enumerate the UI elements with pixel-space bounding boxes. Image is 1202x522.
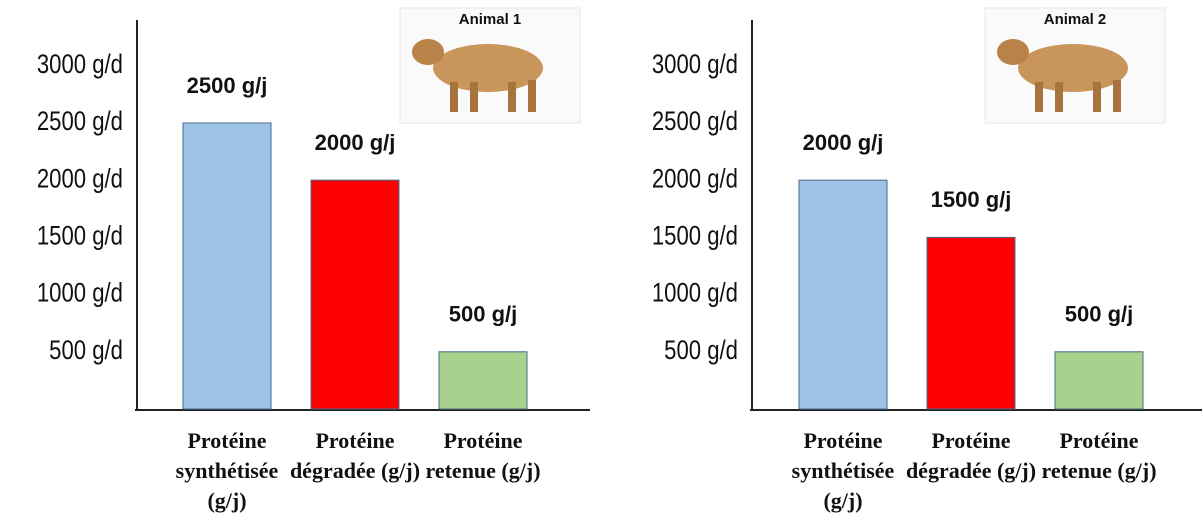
- y-tick-label: 1000 g/d: [652, 279, 738, 309]
- bar: [1054, 351, 1144, 410]
- x-tick-label: Protéine retenue (g/j): [1041, 428, 1157, 483]
- y-tick-label: 3000 g/d: [652, 50, 738, 80]
- value-label: 500 g/j: [1065, 302, 1133, 327]
- y-tick-label: 1500 g/d: [652, 222, 738, 252]
- value-label: 2000 g/j: [803, 130, 884, 155]
- x-tick-label: Protéine synthétisée (g/j): [175, 428, 279, 513]
- y-tick-label: 2000 g/d: [37, 164, 123, 194]
- chart-title: Animal 1: [459, 11, 522, 28]
- value-label: 2000 g/j: [315, 130, 396, 155]
- x-tick-label: Protéine synthétisée (g/j): [791, 428, 895, 513]
- value-label: 2500 g/j: [187, 73, 268, 98]
- x-tick-label: Protéine dégradée (g/j): [289, 428, 421, 483]
- y-tick-label: 2500 g/d: [652, 107, 738, 137]
- y-tick-label: 2000 g/d: [652, 164, 738, 194]
- y-tick-label: 3000 g/d: [37, 50, 123, 80]
- bar: [798, 179, 888, 410]
- bar: [182, 122, 272, 410]
- x-tick-label: Protéine retenue (g/j): [425, 428, 541, 483]
- value-label: 1500 g/j: [931, 187, 1012, 212]
- y-tick-label: 1500 g/d: [37, 222, 123, 252]
- y-tick-label: 500 g/d: [49, 336, 123, 366]
- animal-image: [399, 7, 581, 124]
- y-tick-label: 1000 g/d: [37, 279, 123, 309]
- bar: [438, 351, 528, 410]
- x-tick-label: Protéine dégradée (g/j): [905, 428, 1037, 483]
- y-tick-label: 500 g/d: [664, 336, 738, 366]
- animal-image: [984, 7, 1166, 124]
- chart-title: Animal 2: [1044, 11, 1107, 28]
- bar: [310, 179, 400, 410]
- value-label: 500 g/j: [449, 302, 517, 327]
- y-tick-label: 2500 g/d: [37, 107, 123, 137]
- bar: [926, 236, 1016, 410]
